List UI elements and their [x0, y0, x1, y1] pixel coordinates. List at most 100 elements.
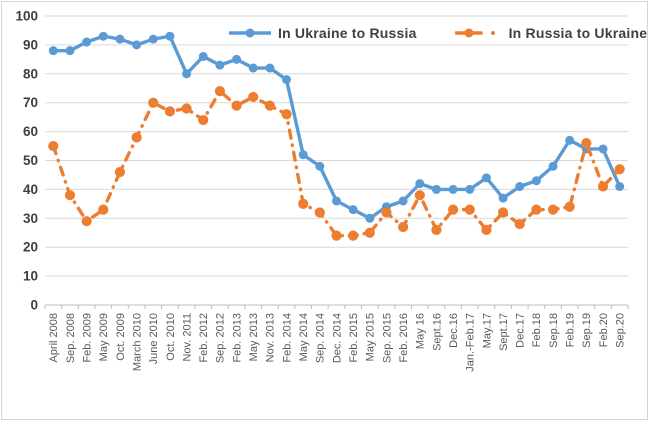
data-point-marker-in-russia-to-ukraine[interactable]	[231, 100, 242, 111]
series-line-in-ukraine-to-russia[interactable]	[51, 34, 622, 221]
x-axis-label: Nov. 2011	[181, 313, 193, 362]
data-point-marker-in-ukraine-to-russia[interactable]	[65, 46, 75, 56]
data-point-marker-in-ukraine-to-russia[interactable]	[548, 161, 558, 171]
data-point-marker-in-russia-to-ukraine[interactable]	[381, 207, 392, 218]
x-axis-label: May 2015	[365, 313, 377, 361]
data-point-marker-in-russia-to-ukraine[interactable]	[114, 166, 126, 178]
data-point-marker-in-russia-to-ukraine[interactable]	[314, 207, 325, 218]
data-point-marker-in-ukraine-to-russia[interactable]	[82, 37, 92, 47]
data-point-marker-in-ukraine-to-russia[interactable]	[615, 182, 625, 192]
data-point-marker-in-russia-to-ukraine[interactable]	[514, 218, 525, 230]
data-point-marker-in-russia-to-ukraine[interactable]	[531, 204, 542, 215]
y-axis-label: 100	[15, 9, 38, 24]
data-point-marker-in-ukraine-to-russia[interactable]	[198, 51, 208, 61]
x-axis-label: Jan.-Feb.17	[465, 313, 477, 372]
data-point-marker-in-russia-to-ukraine[interactable]	[181, 103, 192, 114]
data-point-marker-in-russia-to-ukraine[interactable]	[581, 138, 592, 149]
x-axis-label: May 2013	[248, 313, 260, 361]
data-point-marker-in-russia-to-ukraine[interactable]	[464, 204, 475, 215]
x-axis-label: Sep.18	[548, 313, 560, 348]
x-axis-label: April 2008	[48, 313, 60, 363]
data-point-marker-in-ukraine-to-russia[interactable]	[248, 63, 258, 73]
data-point-marker-in-ukraine-to-russia[interactable]	[148, 34, 158, 44]
legend-item-in-ukraine-to-russia[interactable]: In Ukraine to Russia	[228, 25, 417, 41]
data-point-marker-in-russia-to-ukraine[interactable]	[248, 91, 259, 103]
x-axis-label: Sep.19	[581, 313, 593, 348]
data-point-marker-in-ukraine-to-russia[interactable]	[415, 179, 425, 189]
data-point-marker-in-ukraine-to-russia[interactable]	[531, 176, 541, 186]
data-point-marker-in-ukraine-to-russia[interactable]	[315, 161, 325, 171]
data-point-marker-in-ukraine-to-russia[interactable]	[215, 60, 225, 70]
data-point-marker-in-russia-to-ukraine[interactable]	[331, 230, 342, 241]
data-point-marker-in-russia-to-ukraine[interactable]	[81, 216, 92, 227]
data-point-marker-in-russia-to-ukraine[interactable]	[131, 132, 142, 143]
y-axis-label: 30	[23, 211, 38, 226]
data-point-marker-in-russia-to-ukraine[interactable]	[348, 230, 359, 241]
legend-label: In Ukraine to Russia	[278, 25, 417, 41]
data-point-marker-in-ukraine-to-russia[interactable]	[115, 34, 125, 44]
x-axis-label: Feb. 2015	[348, 313, 360, 363]
data-point-marker-in-ukraine-to-russia[interactable]	[165, 31, 175, 41]
y-axis-labels: 0 10 20 30 40 50 60 70 80 90 100	[15, 9, 38, 313]
data-point-marker-in-ukraine-to-russia[interactable]	[481, 173, 491, 183]
legend-item-in-russia-to-ukraine[interactable]: In Russia to Ukraine	[454, 25, 648, 41]
data-point-marker-in-russia-to-ukraine[interactable]	[214, 86, 225, 97]
data-point-marker-in-ukraine-to-russia[interactable]	[98, 31, 108, 41]
x-axis-label: Nov. 2013	[265, 313, 277, 362]
data-point-marker-in-ukraine-to-russia[interactable]	[48, 46, 58, 56]
data-point-marker-in-russia-to-ukraine[interactable]	[98, 204, 109, 215]
data-point-marker-in-russia-to-ukraine[interactable]	[364, 227, 375, 238]
data-point-marker-in-russia-to-ukraine[interactable]	[448, 204, 459, 215]
data-point-marker-in-russia-to-ukraine[interactable]	[64, 190, 76, 201]
data-point-marker-in-ukraine-to-russia[interactable]	[398, 196, 408, 206]
data-point-marker-in-russia-to-ukraine[interactable]	[264, 100, 275, 111]
x-axis-label: Feb. 2014	[281, 313, 293, 363]
data-point-marker-in-ukraine-to-russia[interactable]	[365, 213, 375, 223]
x-axis-label: Feb. 2012	[198, 313, 210, 363]
data-point-marker-in-russia-to-ukraine[interactable]	[564, 201, 575, 212]
data-point-marker-in-russia-to-ukraine[interactable]	[597, 181, 609, 192]
data-point-marker-in-russia-to-ukraine[interactable]	[614, 164, 625, 175]
x-axis-label: Feb.20	[598, 313, 610, 347]
data-point-marker-in-ukraine-to-russia[interactable]	[565, 135, 575, 145]
data-point-marker-in-ukraine-to-russia[interactable]	[282, 75, 292, 85]
data-point-marker-in-ukraine-to-russia[interactable]	[265, 63, 275, 73]
data-point-marker-in-ukraine-to-russia[interactable]	[232, 54, 242, 64]
x-axis-labels: April 2008 Sep. 2008 Feb. 2009 May 2009 Oct.…	[48, 313, 626, 372]
x-axis-label: Feb.19	[565, 313, 577, 347]
data-point-marker-in-russia-to-ukraine[interactable]	[481, 224, 492, 235]
data-point-marker-in-ukraine-to-russia[interactable]	[332, 196, 341, 206]
data-point-marker-in-russia-to-ukraine[interactable]	[431, 224, 442, 235]
data-point-marker-in-ukraine-to-russia[interactable]	[431, 184, 441, 194]
data-point-marker-in-ukraine-to-russia[interactable]	[348, 205, 358, 215]
data-point-marker-in-russia-to-ukraine[interactable]	[164, 106, 176, 117]
data-point-marker-in-russia-to-ukraine[interactable]	[497, 207, 509, 218]
data-point-marker-in-russia-to-ukraine[interactable]	[198, 114, 209, 126]
data-point-marker-in-russia-to-ukraine[interactable]	[298, 198, 309, 209]
data-point-marker-in-ukraine-to-russia[interactable]	[465, 184, 475, 194]
data-point-marker-in-ukraine-to-russia[interactable]	[448, 184, 458, 194]
data-point-marker-in-russia-to-ukraine[interactable]	[148, 97, 159, 108]
data-point-marker-in-ukraine-to-russia[interactable]	[132, 40, 142, 50]
x-axis-label: Sep. 2015	[381, 313, 393, 363]
x-axis-label: May.17	[481, 313, 493, 348]
x-axis-label: Oct. 2010	[165, 313, 177, 361]
y-axis-label: 60	[23, 124, 38, 139]
x-axis-label: Oct. 2009	[115, 313, 127, 361]
y-axis-label: 20	[23, 240, 38, 255]
data-point-marker-in-russia-to-ukraine[interactable]	[48, 140, 59, 152]
data-point-marker-in-russia-to-ukraine[interactable]	[281, 109, 292, 120]
y-axis-label: 80	[23, 66, 38, 81]
data-point-marker-in-ukraine-to-russia[interactable]	[182, 69, 192, 79]
data-point-marker-in-russia-to-ukraine[interactable]	[547, 204, 559, 215]
data-point-marker-in-ukraine-to-russia[interactable]	[515, 182, 525, 192]
data-point-marker-in-ukraine-to-russia[interactable]	[498, 193, 508, 203]
data-point-marker-in-ukraine-to-russia[interactable]	[298, 150, 308, 160]
x-axis-label: May 16	[415, 313, 427, 349]
data-point-marker-in-russia-to-ukraine[interactable]	[414, 190, 425, 201]
x-axis-label: Sep. 2008	[65, 313, 77, 363]
data-point-marker-in-russia-to-ukraine[interactable]	[398, 221, 409, 233]
x-axis-label: March 2010	[131, 313, 143, 371]
legend-dot-sample	[490, 31, 495, 35]
data-point-marker-in-ukraine-to-russia[interactable]	[598, 144, 608, 154]
